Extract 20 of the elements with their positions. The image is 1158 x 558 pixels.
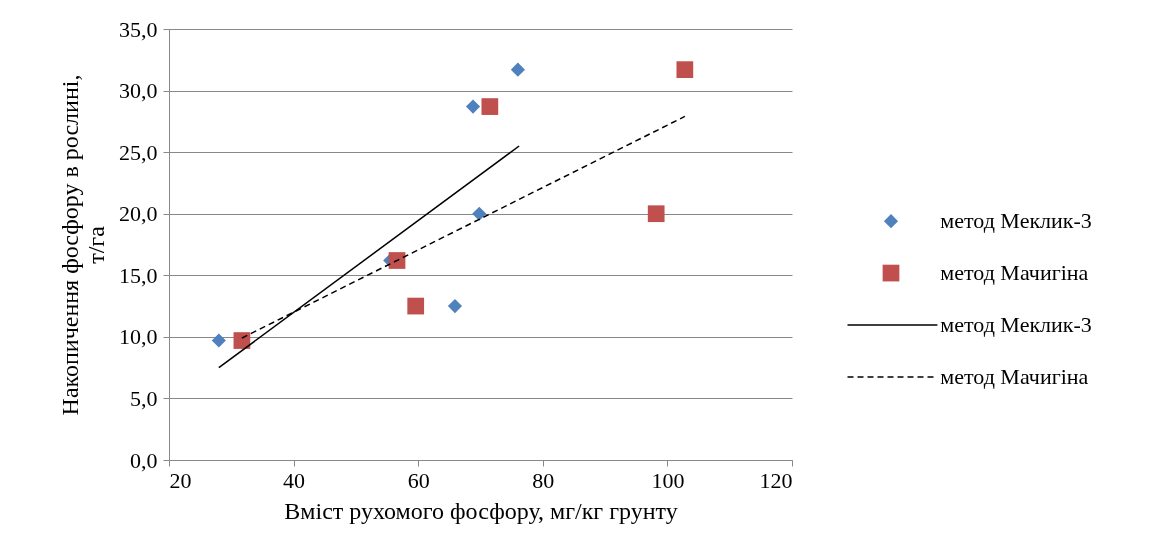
x-tick-label: 100 <box>651 467 685 493</box>
y-tick-label: 20,0 <box>119 201 158 227</box>
x-tick-label: 40 <box>283 467 306 493</box>
y-axis-title: Накопичення фосфору в рослині, т/га <box>57 74 109 416</box>
legend-label: метод Меклик-3 <box>940 208 1092 234</box>
y-tick-label: 10,0 <box>119 324 158 350</box>
x-tick-label: 20 <box>169 467 192 493</box>
x-tick-label: 80 <box>532 467 555 493</box>
legend-label: метод Меклик-3 <box>940 311 1092 337</box>
y-tick-label: 15,0 <box>119 262 158 288</box>
x-tick-label: 60 <box>407 467 430 493</box>
legend-label: метод Мачигіна <box>940 260 1089 286</box>
y-tick-label: 5,0 <box>130 385 158 411</box>
legend-label: метод Мачигіна <box>940 363 1089 389</box>
y-tick-label: 25,0 <box>119 139 158 165</box>
y-tick-label: 0,0 <box>130 447 158 473</box>
x-axis-title: Вміст рухомого фосфору, мг/кг грунту <box>284 497 678 524</box>
y-tick-label: 30,0 <box>119 78 158 104</box>
y-tick-label: 35,0 <box>119 16 158 42</box>
x-tick-label: 120 <box>759 467 793 493</box>
